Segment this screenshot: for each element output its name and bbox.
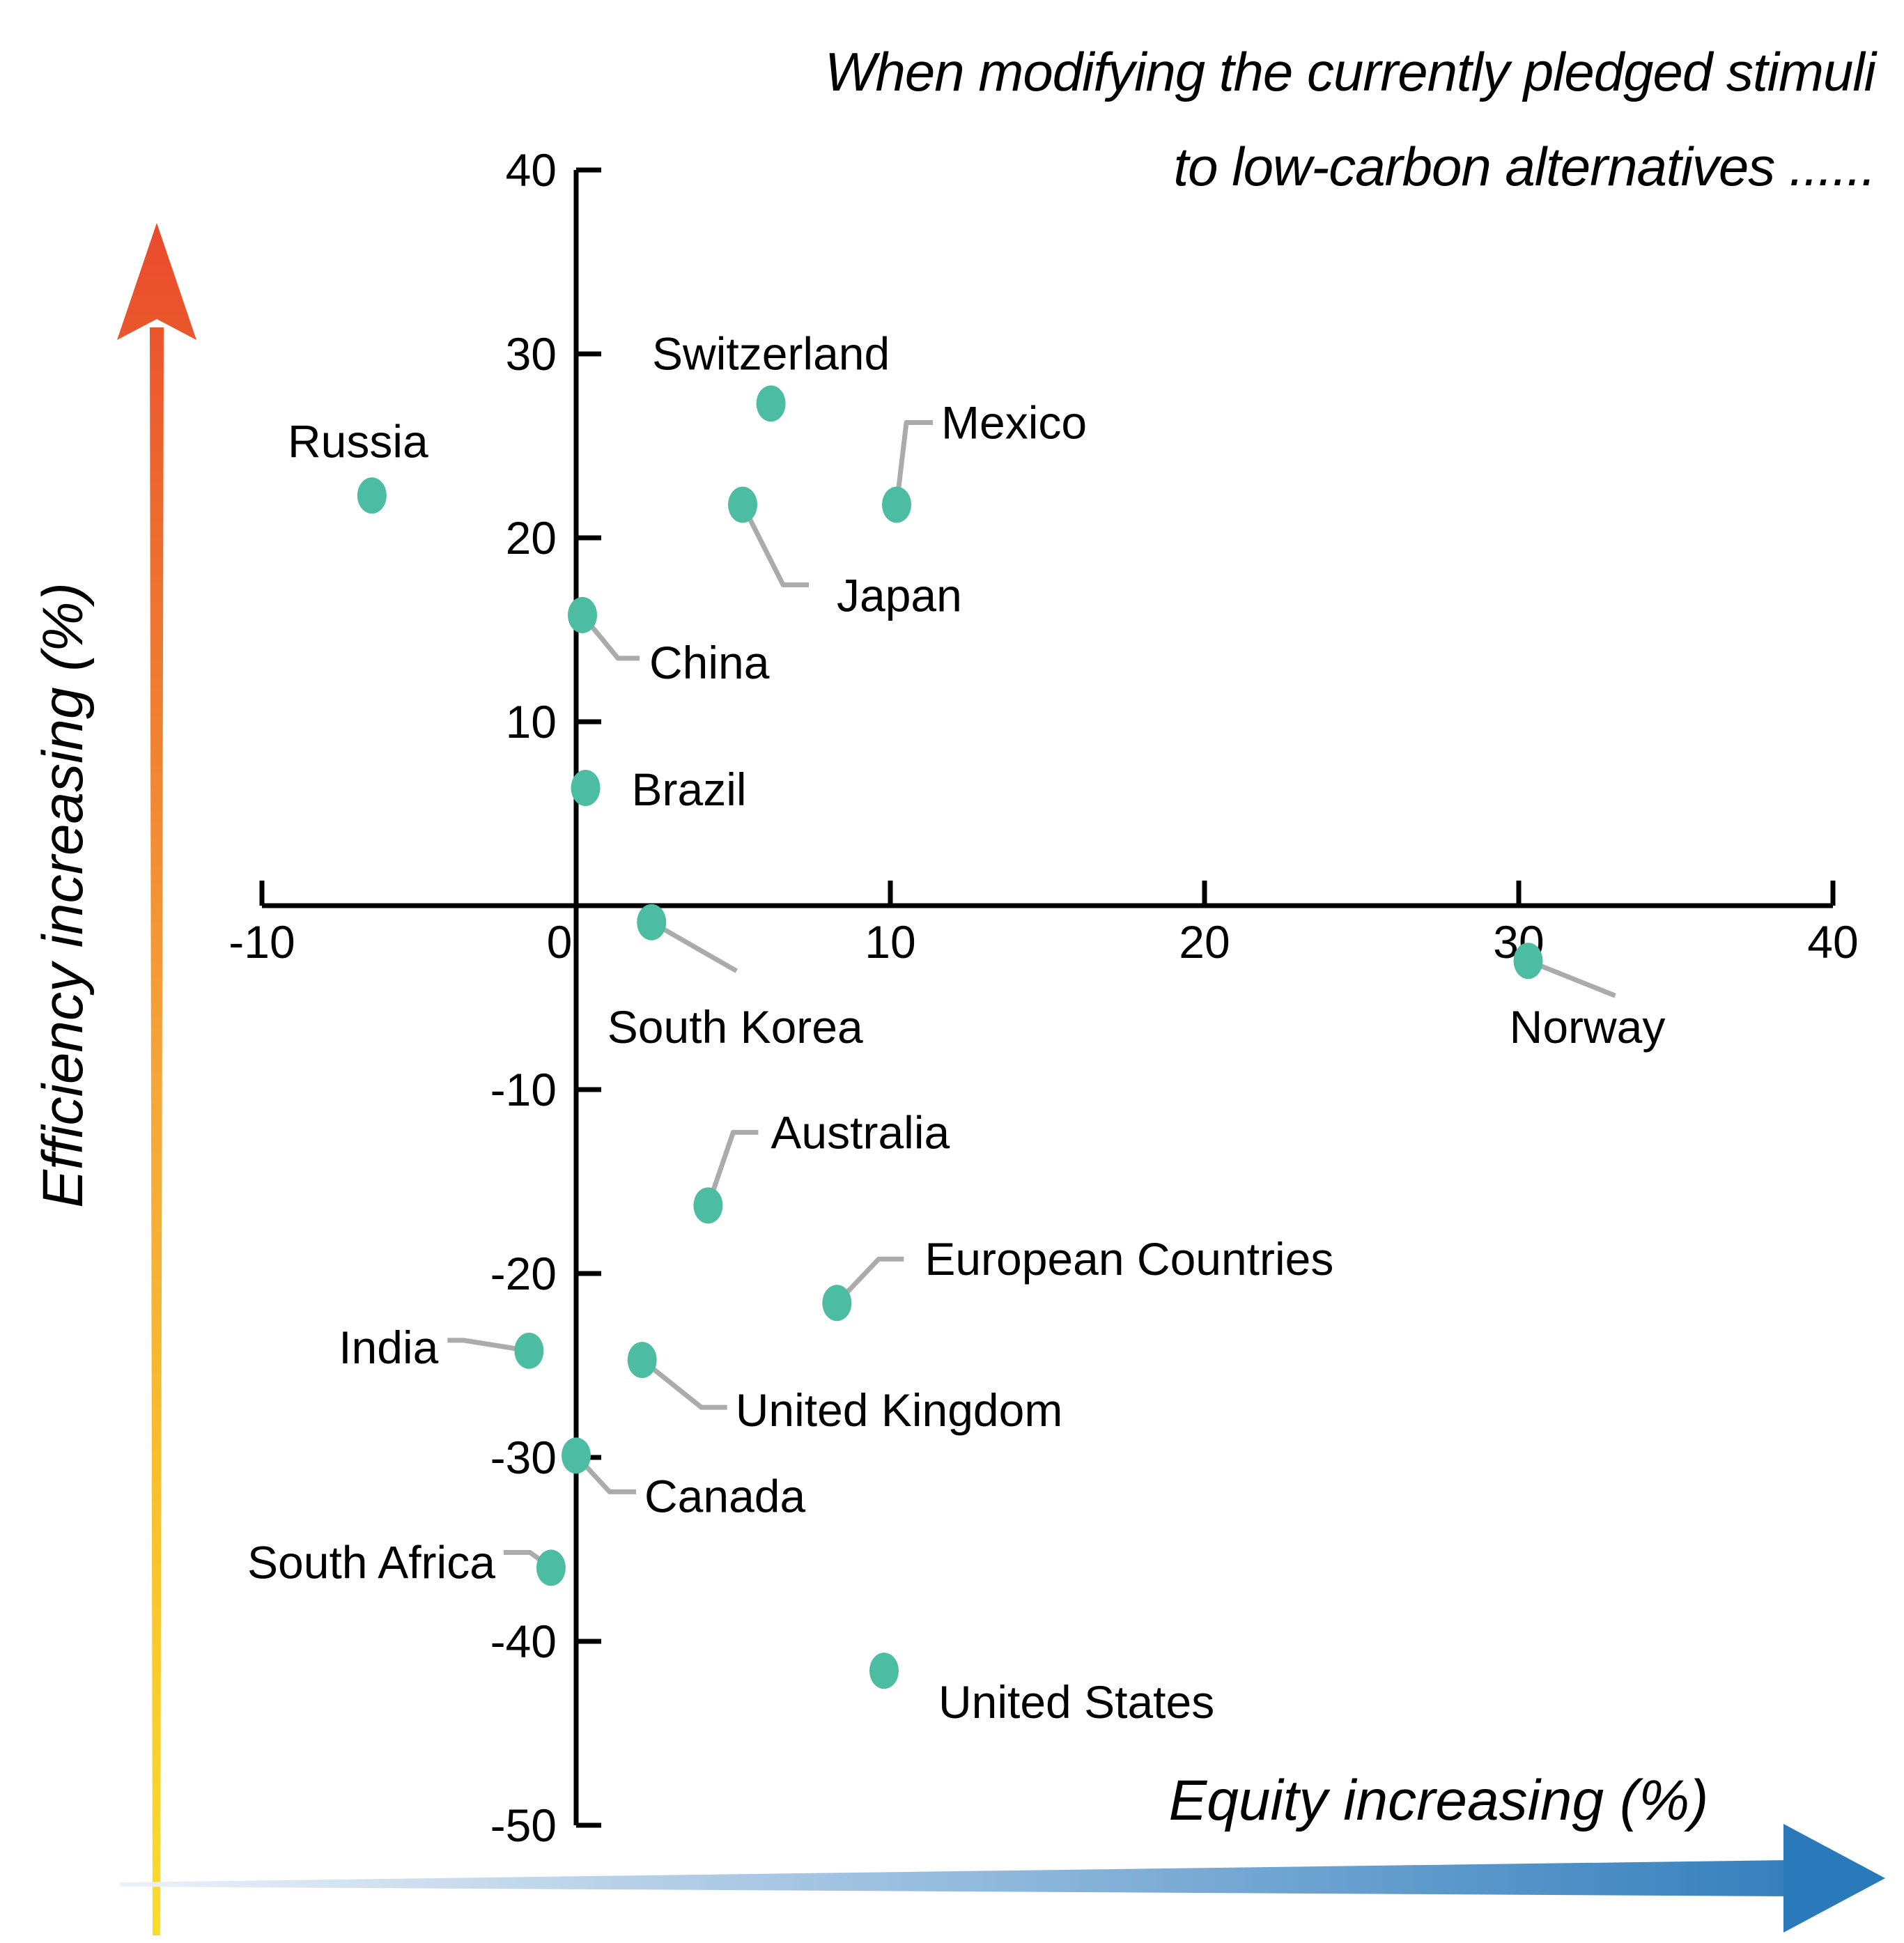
x-axis-direction-label: Equity increasing (%)	[1169, 1769, 1709, 1832]
leader-norway	[1527, 958, 1616, 998]
equity-arrow-head	[1783, 1824, 1885, 1933]
leader-india	[447, 1338, 529, 1354]
x-tick-label: -10	[229, 916, 295, 968]
y-tick-label: 10	[506, 696, 557, 748]
leader-united-kingdom	[640, 1358, 727, 1410]
point-label-united-states: United States	[938, 1676, 1214, 1728]
y-tick-label: 40	[506, 144, 557, 196]
data-point-russia	[357, 477, 387, 514]
data-point-australia	[693, 1187, 723, 1224]
point-label-south-korea: South Korea	[607, 1001, 863, 1053]
y-tick-label: -10	[490, 1064, 557, 1115]
leader-china	[580, 613, 640, 661]
efficiency-arrow-shaft	[150, 327, 164, 1935]
data-point-south-korea	[637, 904, 667, 940]
data-point-south-africa	[536, 1549, 566, 1586]
y-tick-label: -30	[490, 1432, 557, 1483]
data-point-mexico	[882, 486, 912, 523]
data-point-china	[568, 596, 598, 633]
point-label-norway: Norway	[1510, 1001, 1666, 1053]
point-label-china: China	[649, 637, 770, 688]
data-point-india	[514, 1332, 544, 1369]
data-point-switzerland	[756, 385, 786, 422]
chart-title-line1: When modifying the currently pledged sti…	[825, 41, 1878, 102]
leader-canada	[574, 1453, 636, 1494]
data-point-canada	[562, 1437, 591, 1474]
point-labels: Russia Switzerland Japan Mexico China Brazil S…	[247, 327, 1665, 1728]
efficiency-arrow-head	[117, 223, 196, 340]
point-label-australia: Australia	[771, 1106, 950, 1158]
data-point-brazil	[571, 770, 601, 807]
point-label-canada: Canada	[644, 1470, 805, 1522]
data-point-european-countries	[822, 1285, 852, 1322]
chart-title-line2: to low-carbon alternatives ......	[1174, 136, 1875, 197]
equity-arrow-shaft	[120, 1860, 1792, 1896]
point-label-south-africa: South Africa	[247, 1536, 495, 1588]
leader-japan	[740, 503, 810, 587]
x-tick-label: 20	[1179, 916, 1230, 968]
leader-south-korea	[650, 920, 738, 973]
point-label-mexico: Mexico	[941, 396, 1087, 448]
point-label-united-kingdom: United Kingdom	[736, 1384, 1063, 1436]
leader-mexico	[894, 419, 934, 505]
x-tick-label: 10	[865, 916, 915, 968]
y-tick-label: -40	[490, 1616, 557, 1667]
x-tick-label: 0	[547, 916, 573, 968]
point-label-japan: Japan	[837, 569, 962, 621]
data-point-united-kingdom	[627, 1342, 657, 1379]
data-points	[357, 385, 1543, 1689]
point-label-india: India	[339, 1322, 438, 1373]
data-point-japan	[728, 486, 758, 523]
equity-arrow	[120, 1824, 1885, 1933]
y-tick-label: 20	[506, 512, 557, 564]
leader-australia	[706, 1129, 759, 1207]
point-label-european-countries: European Countries	[924, 1233, 1333, 1285]
point-label-russia: Russia	[288, 415, 428, 467]
point-label-brazil: Brazil	[632, 764, 747, 815]
y-tick-label: -20	[490, 1248, 557, 1299]
y-tick-label: -50	[490, 1799, 557, 1851]
data-point-norway	[1513, 943, 1543, 980]
x-tick-label: 40	[1807, 916, 1858, 968]
leader-european-countries	[835, 1256, 904, 1305]
efficiency-arrow	[117, 223, 196, 1935]
point-label-switzerland: Switzerland	[652, 327, 890, 379]
data-point-united-states	[869, 1652, 899, 1689]
y-axis-direction-label: Efficiency increasing (%)	[31, 582, 95, 1208]
y-tick-label: 30	[506, 328, 557, 380]
